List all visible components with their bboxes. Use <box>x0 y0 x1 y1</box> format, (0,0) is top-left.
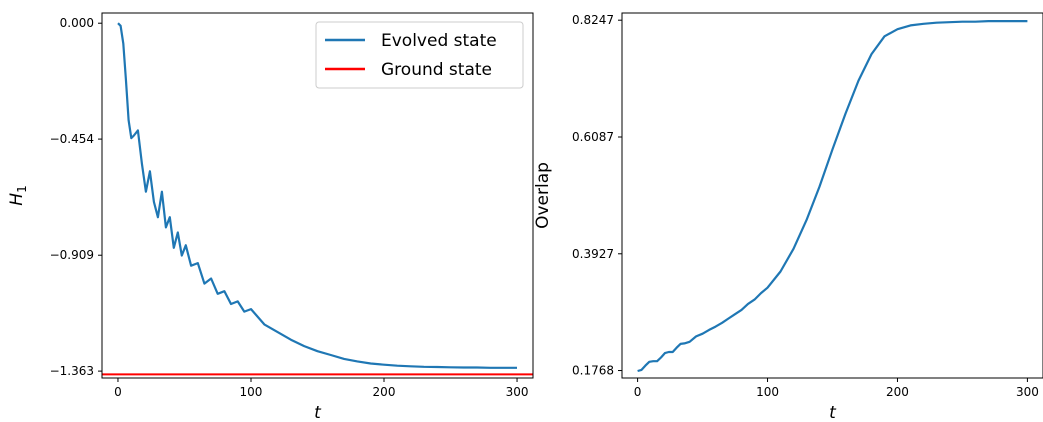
right-plot-frame <box>621 12 1043 379</box>
left-y-axis-label: H1 <box>7 185 29 205</box>
y-tick-label: 0.3927 <box>572 247 614 261</box>
left-plot-frame <box>101 12 534 379</box>
y-tick-label: 0.000 <box>60 16 94 30</box>
x-tick-label: 300 <box>1016 385 1039 399</box>
right-y-axis-label: Overlap <box>533 162 553 229</box>
left-y-axis-label-main: H <box>7 193 27 206</box>
left-chart-panel: 0 100 200 300 0.000 −0.454 −0.909 −1.363 t H1 E… <box>7 12 534 422</box>
legend-label-evolved-state: Evolved state <box>381 31 497 51</box>
x-tick-label: 100 <box>756 385 779 399</box>
y-tick-label: 0.1768 <box>572 364 614 378</box>
y-tick-label: −1.363 <box>50 364 94 378</box>
x-tick-label: 0 <box>114 385 122 399</box>
x-tick-label: 200 <box>373 385 396 399</box>
legend: Evolved state Ground state <box>315 21 524 89</box>
right-chart-panel: 0 100 200 300 0.1768 0.3927 0.6087 0.8247 t Ove… <box>533 12 1043 422</box>
left-y-axis-label-subscript: 1 <box>15 185 29 193</box>
left-axis-ticks: 0 100 200 300 0.000 −0.454 −0.909 −1.363 <box>50 16 529 399</box>
left-plot-lines <box>102 22 533 376</box>
x-tick-label: 100 <box>240 385 263 399</box>
y-tick-label: −0.909 <box>50 248 94 262</box>
legend-box <box>315 21 524 89</box>
x-tick-label: 200 <box>886 385 909 399</box>
left-x-axis-label: t <box>314 403 322 422</box>
x-tick-label: 0 <box>634 385 642 399</box>
y-tick-label: −0.454 <box>50 132 94 146</box>
right-x-axis-label: t <box>829 403 837 422</box>
legend-label-ground-state: Ground state <box>381 60 492 80</box>
y-tick-label: 0.8247 <box>572 13 614 27</box>
series-line-series-0 <box>637 20 1028 373</box>
y-tick-label: 0.6087 <box>572 130 614 144</box>
right-plot-lines <box>637 20 1028 373</box>
right-axis-ticks: 0 100 200 300 0.1768 0.3927 0.6087 0.8247 <box>572 13 1039 399</box>
series-line-evolved-state <box>117 22 517 369</box>
x-tick-label: 300 <box>506 385 529 399</box>
